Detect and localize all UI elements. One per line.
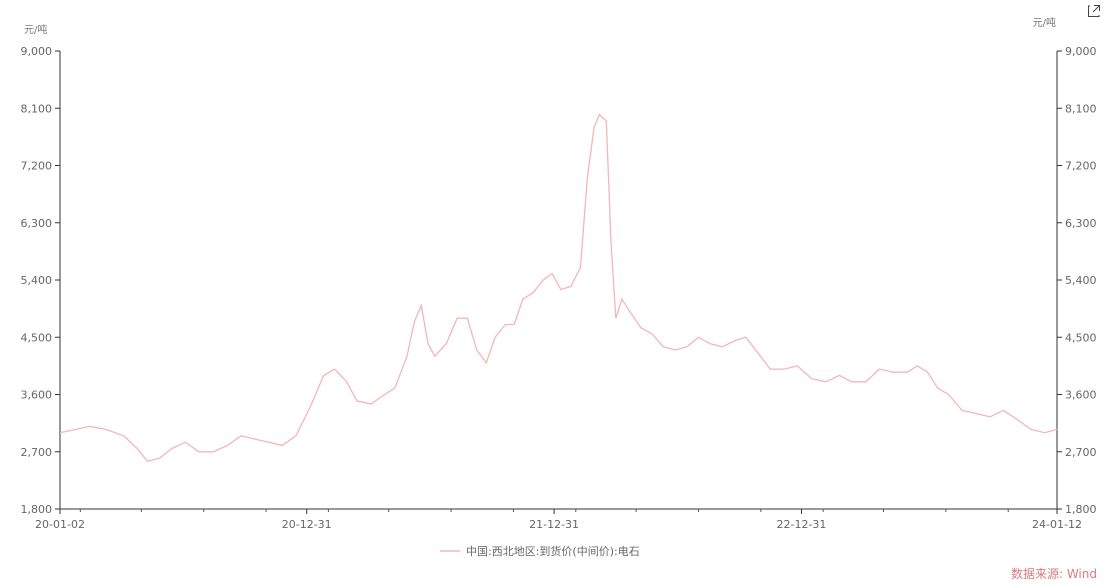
series-line [60, 113, 1057, 463]
x-tick-label: 20-12-31 [282, 518, 332, 531]
x-tick-label: 20-01-02 [35, 518, 85, 531]
tick-marks: 1,800 1,800 2,700 2,700 3,600 3,600 4,500 4,500… [21, 45, 1097, 531]
y-tick-label-right: 3,600 [1065, 389, 1097, 402]
y-tick-label-left: 8,100 [21, 102, 53, 115]
y-tick-label-right: 1,800 [1065, 503, 1097, 516]
y-tick-label-left: 7,200 [21, 160, 53, 173]
legend[interactable]: 中国:西北地区:到货价(中间价):电石 [440, 544, 640, 558]
x-tick-label: 24-01-12 [1032, 518, 1082, 531]
y-tick-label-left: 6,300 [21, 217, 53, 230]
y-tick-label-left: 1,800 [21, 503, 53, 516]
y-tick-label-right: 9,000 [1065, 45, 1097, 58]
y-tick-label-right: 4,500 [1065, 331, 1097, 344]
y-tick-label-right: 2,700 [1065, 446, 1097, 459]
y-tick-label-right: 7,200 [1065, 160, 1097, 173]
series-layer [60, 113, 1057, 463]
y-tick-label-left: 5,400 [21, 274, 53, 287]
legend-label: 中国:西北地区:到货价(中间价):电石 [466, 544, 640, 558]
x-tick-label: 21-12-31 [529, 518, 579, 531]
y-tick-label-right: 6,300 [1065, 217, 1097, 230]
y-tick-label-left: 9,000 [21, 45, 53, 58]
y-tick-label-left: 3,600 [21, 389, 53, 402]
data-source-label: 数据来源: Wind [1010, 567, 1097, 581]
y-tick-label-right: 8,100 [1065, 102, 1097, 115]
y-tick-label-right: 5,400 [1065, 274, 1097, 287]
y-tick-label-left: 2,700 [21, 446, 53, 459]
axes: 元/吨元/吨 [24, 16, 1058, 510]
y-axis-left-unit: 元/吨 [24, 23, 47, 36]
y-axis-right-unit: 元/吨 [1033, 16, 1056, 29]
y-tick-label-left: 4,500 [21, 331, 53, 344]
expand-icon[interactable] [1087, 4, 1101, 18]
x-tick-label: 22-12-31 [777, 518, 827, 531]
